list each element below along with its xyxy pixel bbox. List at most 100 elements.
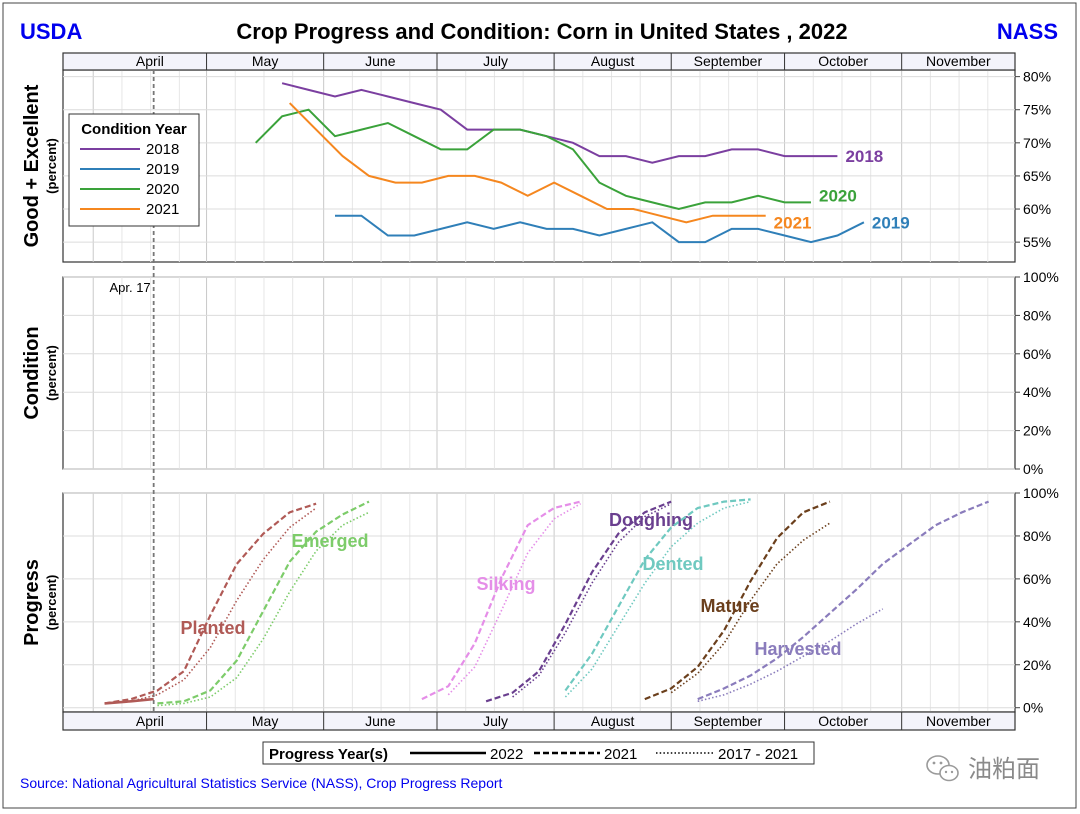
month-label: October xyxy=(818,53,868,69)
nass-logo: NASS xyxy=(997,19,1058,44)
y-axis-label: Condition xyxy=(21,326,43,419)
y-tick-label: 100% xyxy=(1023,485,1059,501)
y-tick-label: 0% xyxy=(1023,700,1043,716)
month-label: August xyxy=(591,53,635,69)
dented-2021-line xyxy=(564,498,751,692)
stage-label-mature: Mature xyxy=(700,596,759,616)
series-line-2020 xyxy=(254,108,811,211)
stage-label-harvested: Harvested xyxy=(754,639,841,659)
y-tick-labels: 55% 60% 65% 70% 75% 80% 0% 20% 40% 60% 80% 100% 0% 20… xyxy=(1023,69,1059,716)
month-label: September xyxy=(694,713,763,729)
legend-title: Condition Year xyxy=(81,121,187,138)
wechat-icon xyxy=(926,755,959,782)
series-end-label-2020: 2020 xyxy=(819,186,857,205)
series-line-2018 xyxy=(281,82,838,164)
panel-1-bg xyxy=(63,70,1015,262)
legend-entry-2021: 2021 xyxy=(146,201,179,218)
series-end-label-2021: 2021 xyxy=(774,214,812,233)
doughing-avg-line xyxy=(512,502,672,698)
month-label: May xyxy=(252,713,278,729)
progress-legend: Progress Year(s) 2022 2021 2017 - 2021 xyxy=(262,741,815,765)
y-tick-label: 20% xyxy=(1023,423,1051,439)
mature-avg-line xyxy=(670,522,831,694)
planted-avg-line xyxy=(104,507,317,705)
y-axis-label: Progress xyxy=(21,559,43,646)
y-tick-label: 80% xyxy=(1023,307,1051,323)
y-tick-label: 20% xyxy=(1023,657,1051,673)
planted-2022-line xyxy=(104,697,154,705)
month-label: November xyxy=(926,713,991,729)
gridlines xyxy=(63,70,1020,712)
y-axis-labels: Good + Excellent (percent)Condition (perce… xyxy=(21,84,59,646)
month-label: September xyxy=(694,53,763,69)
y-tick-label: 60% xyxy=(1023,201,1051,217)
y-tick-label: 40% xyxy=(1023,384,1051,400)
month-bar-top xyxy=(62,52,1016,71)
legend-entry-2020: 2020 xyxy=(146,181,179,198)
y-tick-label: 80% xyxy=(1023,69,1051,85)
y-axis-sublabel: (percent) xyxy=(44,345,59,401)
month-label: July xyxy=(483,713,508,729)
legend-entry-2018: 2018 xyxy=(146,141,179,158)
y-tick-label: 40% xyxy=(1023,614,1051,630)
stage-label-planted: Planted xyxy=(180,618,245,638)
silking-2021-line xyxy=(421,500,581,701)
stage-label-silking: Silking xyxy=(476,574,535,594)
month-label: April xyxy=(136,53,164,69)
usda-logo: USDA xyxy=(20,19,82,44)
month-label: October xyxy=(818,713,868,729)
legend-entry-2019: 2019 xyxy=(146,161,179,178)
stage-label-doughing: Doughing xyxy=(609,510,693,530)
emerged-avg-line xyxy=(157,511,370,707)
planted-2021-line xyxy=(104,502,317,705)
harvested-2021-line xyxy=(697,500,990,701)
progress-legend-entry: 2022 xyxy=(490,746,523,763)
chart-title: Crop Progress and Condition: Corn in Uni… xyxy=(236,19,847,44)
progress-legend-entry: 2021 xyxy=(604,746,637,763)
source-note: Source: National Agricultural Statistics… xyxy=(20,775,503,791)
y-tick-label: 0% xyxy=(1023,461,1043,477)
condition-legend: Condition Year 2018 2019 2020 2021 xyxy=(68,113,200,227)
series-line-2021 xyxy=(288,102,766,224)
dented-avg-line xyxy=(564,500,751,698)
month-bar-bottom xyxy=(62,711,1016,731)
y-tick-label: 55% xyxy=(1023,234,1051,250)
y-tick-label: 100% xyxy=(1023,269,1059,285)
y-axis-label: Good + Excellent xyxy=(21,84,43,247)
panel-2-bg xyxy=(63,277,1015,469)
condition-series: 2018 2019 2020 2021 xyxy=(254,82,910,244)
month-label: June xyxy=(365,713,396,729)
y-axis-sublabel: (percent) xyxy=(44,138,59,194)
series-end-label-2019: 2019 xyxy=(872,213,910,232)
doughing-2021-line xyxy=(485,500,672,703)
current-week-label: Apr. 17 xyxy=(109,280,150,295)
y-tick-label: 75% xyxy=(1023,102,1051,118)
watermark: 油粕面 xyxy=(926,755,1040,783)
y-tick-label: 65% xyxy=(1023,168,1051,184)
month-label: November xyxy=(926,53,991,69)
progress-legend-entry: 2017 - 2021 xyxy=(718,746,798,763)
month-label: May xyxy=(252,53,278,69)
series-line-2019 xyxy=(335,214,865,244)
emerged-2021-line xyxy=(157,500,370,705)
month-label: August xyxy=(591,713,635,729)
month-bars: April May June July August September October No… xyxy=(62,52,1016,731)
progress-series: Planted Emerged Silking Doughing Dented Matur… xyxy=(104,498,990,707)
y-tick-label: 70% xyxy=(1023,135,1051,151)
month-label: July xyxy=(483,53,508,69)
month-label: June xyxy=(365,53,396,69)
mature-2021-line xyxy=(644,500,831,701)
series-end-label-2018: 2018 xyxy=(845,147,883,166)
panel-3-bg xyxy=(63,493,1015,712)
watermark-text: 油粕面 xyxy=(968,756,1040,783)
silking-avg-line xyxy=(447,503,581,696)
harvested-avg-line xyxy=(697,608,884,703)
stage-label-emerged: Emerged xyxy=(291,531,368,551)
month-label: April xyxy=(136,713,164,729)
y-axis-sublabel: (percent) xyxy=(44,575,59,631)
y-tick-label: 60% xyxy=(1023,571,1051,587)
stage-label-dented: Dented xyxy=(642,554,703,574)
